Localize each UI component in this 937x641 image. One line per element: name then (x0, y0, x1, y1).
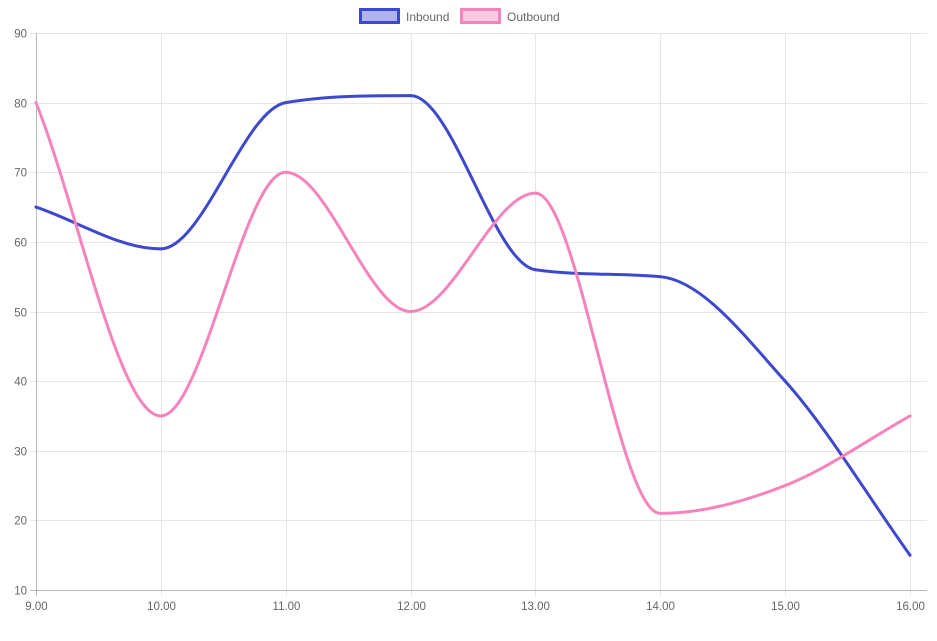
y-tick-label: 20 (14, 516, 27, 528)
data-point-outbound[interactable] (159, 414, 163, 418)
data-point-inbound[interactable] (783, 379, 787, 383)
y-tick-label: 10 (14, 586, 27, 598)
legend-swatch (460, 8, 501, 24)
x-tick-label: 12.00 (397, 601, 426, 613)
data-point-inbound[interactable] (658, 275, 662, 279)
chart-axes (30, 33, 927, 596)
data-point-outbound[interactable] (409, 310, 413, 313)
data-point-inbound[interactable] (284, 101, 288, 105)
legend-label: Inbound (406, 10, 449, 24)
x-tick-label: 15.00 (771, 601, 800, 613)
series-line-inbound (34, 94, 912, 557)
data-point-outbound[interactable] (908, 414, 912, 418)
data-point-inbound[interactable] (34, 205, 38, 209)
legend-item-outbound[interactable]: Outbound (460, 8, 560, 25)
x-tick-label: 11.00 (273, 601, 301, 613)
data-point-inbound[interactable] (908, 553, 912, 557)
y-tick-label: 80 (14, 99, 27, 111)
x-tick-label: 10.00 (147, 601, 176, 613)
data-point-inbound[interactable] (533, 268, 537, 272)
data-point-inbound[interactable] (409, 94, 413, 98)
data-point-inbound[interactable] (159, 247, 163, 251)
legend-swatch (359, 8, 400, 24)
data-point-outbound[interactable] (658, 511, 662, 515)
x-tick-label: 16.00 (896, 601, 925, 613)
y-tick-label: 50 (14, 308, 27, 320)
legend-item-inbound[interactable]: Inbound (359, 8, 450, 25)
x-tick-label: 14.00 (646, 601, 675, 613)
x-tick-label: 9.00 (25, 601, 47, 613)
legend-label: Outbound (507, 10, 560, 24)
series-lines (34, 94, 912, 557)
y-tick-label: 60 (14, 238, 27, 250)
y-tick-label: 90 (14, 29, 27, 41)
data-point-outbound[interactable] (34, 101, 38, 105)
data-point-outbound[interactable] (284, 170, 288, 174)
grid-lines (30, 33, 927, 596)
y-tick-label: 40 (14, 377, 27, 389)
data-point-outbound[interactable] (783, 484, 787, 488)
y-tick-label: 30 (14, 447, 27, 459)
x-axis-ticks: 9.00 10.00 11.00 12.00 13.00 14.00 15.00 16.00 (25, 601, 925, 613)
data-point-outbound[interactable] (533, 191, 537, 195)
x-tick-label: 13.00 (521, 601, 550, 613)
y-tick-label: 70 (14, 168, 27, 180)
y-axis-ticks: 10 20 30 40 50 60 70 80 90 (14, 29, 27, 598)
legend[interactable]: Inbound Outbound (359, 8, 560, 25)
